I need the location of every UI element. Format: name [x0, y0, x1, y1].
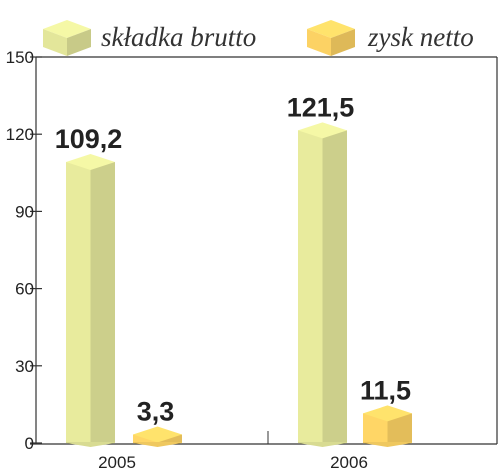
y-tick-label: 90 — [15, 202, 34, 221]
legend: składka brutto zysk netto — [43, 20, 474, 56]
y-tick-label: 30 — [15, 357, 34, 376]
legend-label: składka brutto — [101, 22, 256, 52]
data-label: 3,3 — [137, 397, 175, 427]
data-label: 109,2 — [55, 124, 123, 154]
legend-label: zysk netto — [367, 22, 474, 52]
legend-swatch-left — [43, 29, 67, 56]
bar-2006-0 — [298, 122, 347, 447]
legend-item-netto: zysk netto — [307, 20, 474, 56]
y-tick-label: 60 — [15, 280, 34, 299]
bar-2005-1-front-right — [157, 434, 182, 443]
bar-2006-0-top — [298, 122, 347, 139]
bar-2006-1-base — [363, 442, 412, 447]
bar-2006-1-top — [363, 405, 412, 422]
legend-swatch-right — [331, 29, 355, 56]
bar-2005-1 — [133, 426, 182, 447]
bar-2005-1-base — [133, 442, 182, 447]
bar-2006-0-front-right — [322, 130, 347, 443]
bar-2005-0-front-left — [66, 161, 91, 443]
legend-swatch-right — [67, 29, 91, 56]
y-tick-label: 120 — [6, 125, 34, 144]
data-label: 11,5 — [360, 375, 411, 405]
x-category-label: 2006 — [330, 453, 368, 472]
bar-2005-0 — [66, 153, 115, 447]
axes: 0 30 60 90 120 150 2005 2006 — [6, 48, 498, 472]
x-category-label: 2005 — [98, 453, 136, 472]
bar-2005-1-top — [133, 426, 182, 443]
bars — [66, 122, 412, 447]
bar-2006-1 — [363, 405, 412, 447]
bar-2006-0-base — [298, 442, 347, 447]
legend-item-brutto: składka brutto — [43, 20, 256, 56]
data-label: 121,5 — [287, 92, 355, 122]
bar-2006-0-front-left — [298, 130, 323, 443]
bar-2005-1-front-left — [133, 434, 158, 443]
y-tick-label: 150 — [6, 48, 34, 67]
y-tick-label: 0 — [25, 434, 34, 453]
bar-2005-0-top — [66, 153, 115, 170]
data-labels: 109,2 3,3 121,5 11,5 — [55, 92, 411, 426]
legend-swatch-left — [307, 29, 331, 56]
bar-2005-0-base — [66, 442, 115, 447]
bar-2005-0-front-right — [90, 161, 115, 443]
